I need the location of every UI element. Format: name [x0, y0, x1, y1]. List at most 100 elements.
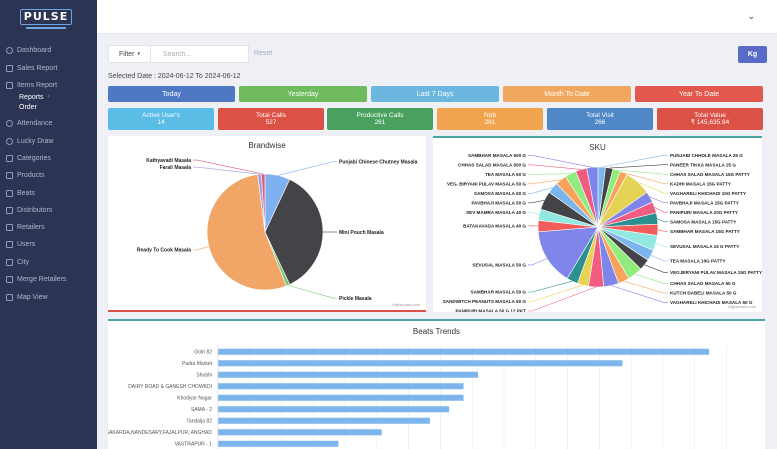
pie-connector-veg-biryani-pulav-masala-15g-patty — [644, 264, 668, 273]
sidebar-item-sales-report[interactable]: Sales Report — [0, 60, 97, 76]
pie-label-sambhar-masala-500-g: SAMBHAR MASALA 500 G — [468, 153, 526, 158]
beats-trends-panel: Beats Trends Gotri 82 Padra Market Shubhi D… — [108, 319, 765, 449]
stat-label: Productive Calls — [356, 112, 404, 119]
month-to-date-button[interactable]: Month To Date — [503, 86, 631, 102]
stat-card-total-calls[interactable]: Total Calls 527 — [218, 108, 324, 130]
dashboard-icon — [6, 46, 13, 54]
pie-label-ready-to-cook-masala: Ready To Cook Masala — [137, 248, 191, 254]
chevron-down-icon[interactable]: ⌄ — [747, 11, 755, 21]
pie-connector-kathyavadi-masala — [193, 159, 264, 175]
bar-gotri-82[interactable] — [218, 348, 710, 355]
pie-connector-kutch-dabeli-masala-50-g — [623, 280, 668, 294]
last-7-days-button[interactable]: Last 7 Days — [371, 86, 499, 102]
pie-connector-chhas-salad-masala-50-g — [634, 273, 668, 284]
bar-sakarda-nandesary-fajalpur-anghad[interactable] — [218, 429, 382, 436]
sidebar-item-distributors[interactable]: Distributors — [0, 202, 97, 218]
sidebar-item-beats[interactable]: Beats — [0, 185, 97, 201]
logo-text: PULSE — [23, 10, 69, 23]
stat-card-nob[interactable]: Nob 261 — [437, 108, 543, 130]
pie-label-samosa-masala-15g-patty: SAMOSA MASALA 15G PATTY — [670, 219, 736, 224]
sidebar-item-city[interactable]: City — [0, 254, 97, 270]
pie-connector-tea-masala-50-g — [528, 173, 571, 175]
pie-label-chhas-salad-masala-15g-patty: CHHAS SALAD MASALA 15G PATTY — [670, 172, 750, 177]
sidebar-item-items-report[interactable]: Items Report — [0, 77, 97, 93]
categories-icon — [6, 154, 13, 162]
sidebar-item-users[interactable]: Users — [0, 236, 97, 252]
reset-button[interactable]: Reset — [254, 50, 273, 57]
bar-shubhi[interactable] — [218, 371, 478, 378]
sidebar-item-label: Products — [17, 171, 45, 179]
sales-report-icon — [6, 64, 13, 72]
stat-card-productive-calls[interactable]: Productive Calls 261 — [327, 108, 433, 130]
pie-connector-ready-to-cook-masala — [193, 246, 209, 251]
bar-khodiyar-nagar[interactable] — [218, 394, 464, 401]
products-icon — [6, 171, 13, 179]
pie-label-sevusal-masala-50-g: SEVUSAL MASALA 50 G — [472, 263, 526, 268]
yesterday-button[interactable]: Yesterday — [239, 86, 367, 102]
pie-slice-mini-pouch-masala[interactable] — [264, 179, 324, 285]
sidebar-item-label: Categories — [17, 154, 51, 162]
bar-padra-market[interactable] — [218, 360, 623, 367]
sidebar-item-label: Retailers — [17, 223, 45, 231]
sidebar-item-label: Merge Retailers — [17, 275, 67, 283]
sidebar-item-lucky-draw[interactable]: Lucky Draw — [0, 133, 97, 149]
unit-kg-button[interactable]: Kg — [738, 46, 767, 63]
sidebar-item-dashboard[interactable]: Dashboard — [0, 42, 97, 58]
today-button[interactable]: Today — [108, 86, 235, 102]
pie-connector-sambhar-masala-15g-patty — [657, 229, 668, 232]
pie-label-sambhar-masala-50-g: SAMBHAR MASALA 50 G — [471, 290, 527, 295]
sidebar-item-order[interactable]: Order — [0, 102, 97, 112]
brandwise-title: Brandwise — [248, 141, 286, 150]
pie-label-tea-masala-10g-patty: TEA MASALA 10G PATTY — [670, 259, 725, 264]
stat-value: 266 — [594, 119, 606, 126]
sidebar-item-retailers[interactable]: Retailers — [0, 219, 97, 235]
pie-connector-sambhar-masala-500-g — [528, 155, 593, 168]
chevron-right-icon: › — [47, 94, 50, 100]
stat-card-active-users[interactable]: Active User's 14 — [108, 108, 214, 130]
pie-label-sev-mamra-masala-40-g: SEV MAMRA MASALA 40 G — [466, 210, 526, 215]
bar-dairy-road-ganesh-chowkdi[interactable] — [218, 383, 464, 390]
bar-tandalja-82[interactable] — [218, 417, 430, 424]
pie-label-pickle-masala: Pickle Masala — [339, 296, 372, 302]
logo-underline — [26, 27, 66, 29]
distributors-icon — [6, 206, 13, 214]
sidebar-item-attendance[interactable]: Attendance — [0, 115, 97, 131]
pie-label-sevusal-masala-15-g-patty: SEVUSAL MASALA 15 G PATTY — [670, 244, 739, 249]
beats-icon — [6, 189, 13, 197]
pie-label-pavbhaji-masala-50-g: PAVBHAJI MASALA 50 G — [471, 200, 526, 205]
stat-label: Total Visit — [586, 112, 614, 119]
sidebar-item-categories[interactable]: Categories — [0, 150, 97, 166]
sidebar-item-reports[interactable]: Reports › — [0, 92, 97, 102]
pie-slice-sevusal-masala-50-g[interactable] — [537, 226, 599, 279]
bar-sama-2[interactable] — [218, 406, 450, 413]
sidebar-item-products[interactable]: Products — [0, 167, 97, 183]
stat-label: Total Value — [694, 112, 726, 119]
filter-button[interactable]: Filter ▾ — [108, 45, 151, 63]
pie-label-kadhi-masala-15g-patty: KADHI MASALA 15G PATTY — [670, 181, 731, 186]
stat-label: Nob — [484, 112, 496, 119]
stat-card-total-visit[interactable]: Total Visit 266 — [547, 108, 653, 130]
pie-label-mini-pouch-masala: Mini Pouch Masala — [339, 230, 384, 236]
beats-trends-title: Beats Trends — [412, 327, 461, 336]
pie-label-vaghareli-khichadi-masala-50-g: VAGHARELI KHICHADI MASALA 50 G — [670, 300, 753, 305]
pie-label-tea-masala-50-g: TEA MASALA 50 G — [485, 172, 526, 177]
search-input[interactable] — [151, 45, 249, 63]
pie-connector-sambhar-masala-50-g — [528, 280, 573, 293]
bar-vastrapur-1[interactable] — [218, 440, 339, 447]
sku-title: SKU — [589, 143, 606, 152]
stat-card-total-value[interactable]: Total Value ₹ 145,635.94 — [657, 108, 763, 130]
pulse-logo[interactable]: PULSE — [20, 9, 76, 31]
sidebar-item-merge-retailers[interactable]: Merge Retailers — [0, 271, 97, 287]
sidebar-item-label: Map View — [17, 293, 48, 301]
pie-slice-sambhar-masala-500-g[interactable] — [586, 166, 599, 228]
sidebar-item-map-view[interactable]: Map View — [0, 289, 97, 305]
pie-connector-vaghareli-khichadi-masala-50-g — [611, 285, 668, 303]
pie-label-kathyavadi-masala: Kathyavadi Masala — [146, 158, 191, 164]
beats-trends-bar-chart: Gotri 82 Padra Market Shubhi DAIRY ROAD & G… — [108, 345, 727, 449]
logo-frame — [20, 9, 72, 25]
pie-connector-pavbhaji-masala-50-g — [528, 200, 545, 204]
stat-value: 261 — [484, 119, 496, 126]
year-to-date-button[interactable]: Year To Date — [635, 86, 763, 102]
sidebar-item-label: Attendance — [17, 119, 53, 127]
